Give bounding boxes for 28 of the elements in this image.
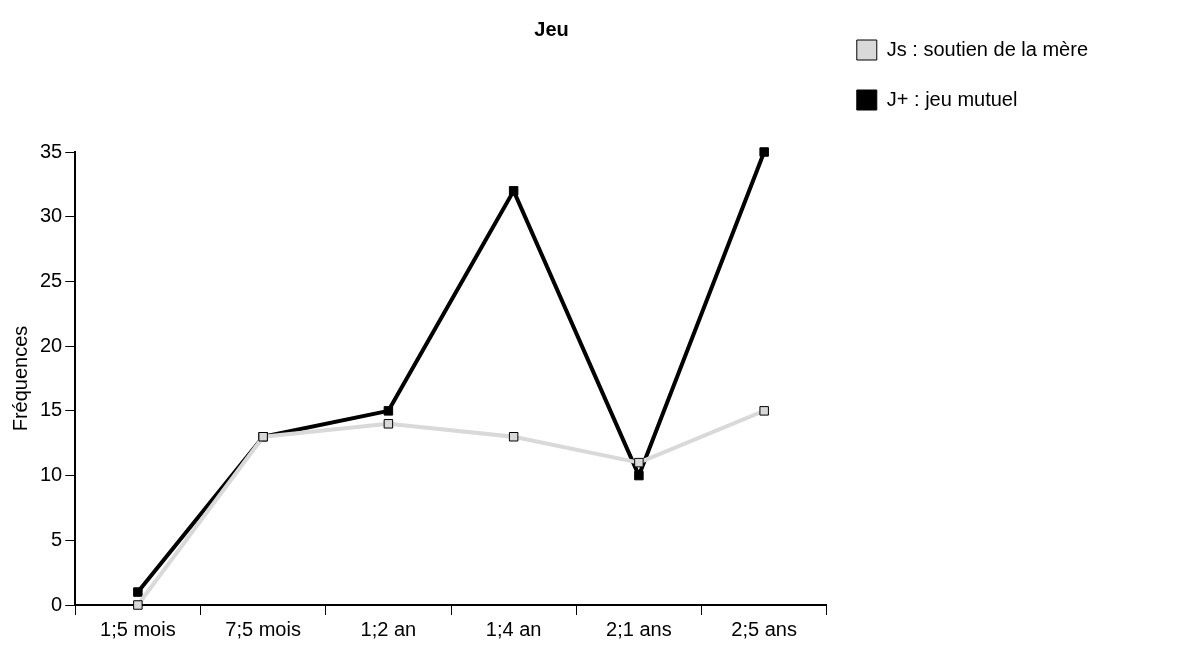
y-tick-label: 20 bbox=[40, 333, 63, 356]
x-tick-label: 2;1 ans bbox=[606, 617, 672, 640]
y-tick-label: 30 bbox=[40, 204, 63, 227]
point bbox=[383, 419, 394, 429]
y-tick-label: 25 bbox=[40, 268, 63, 291]
point bbox=[508, 186, 519, 196]
y-tick-label: 35 bbox=[40, 139, 63, 162]
point bbox=[634, 470, 644, 481]
point bbox=[508, 432, 519, 442]
x-tick-label: 7;5 mois bbox=[225, 617, 301, 640]
point bbox=[133, 587, 143, 597]
y-tick-label: 15 bbox=[40, 398, 63, 421]
y-tick-label: 0 bbox=[51, 592, 63, 615]
x-tick-label: 1;5 mois bbox=[100, 617, 176, 640]
x-tick-label: 1;4 an bbox=[485, 617, 542, 640]
y-tick-label: 5 bbox=[51, 527, 63, 550]
legend-label: J+ : jeu mutuel bbox=[886, 87, 1018, 110]
x-tick-label: 1;2 an bbox=[360, 617, 417, 640]
chart-title: Jeu bbox=[534, 17, 569, 40]
y-tick-label: 10 bbox=[40, 463, 63, 486]
point bbox=[133, 600, 143, 610]
point bbox=[759, 147, 769, 157]
x-tick-label: 2;5 ans bbox=[731, 617, 797, 640]
point bbox=[759, 406, 769, 416]
point bbox=[383, 406, 394, 416]
point bbox=[634, 457, 644, 468]
y-axis-title: Fréquences bbox=[8, 325, 31, 432]
legend-label: Js : soutien de la mère bbox=[886, 37, 1089, 60]
